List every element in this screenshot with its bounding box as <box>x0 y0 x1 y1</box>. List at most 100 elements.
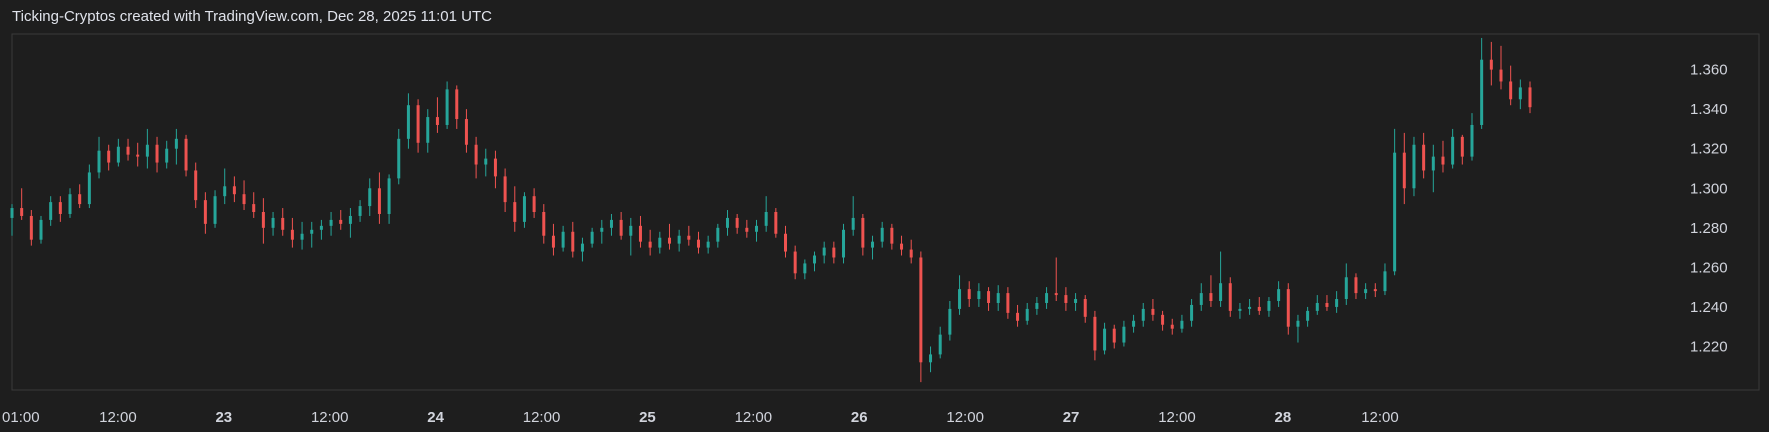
candle <box>1489 41 1493 86</box>
candle-body <box>445 89 449 125</box>
candle-body <box>377 188 381 214</box>
candle <box>725 210 729 236</box>
candle <box>58 196 62 222</box>
candle <box>406 93 410 149</box>
candle-body <box>803 263 807 274</box>
candle-body <box>919 257 923 363</box>
candle-body <box>261 212 265 228</box>
candle <box>252 192 256 218</box>
candle <box>1141 302 1145 327</box>
candle <box>1286 283 1290 335</box>
candle <box>1025 302 1029 325</box>
candle-body <box>1122 326 1126 343</box>
y-tick-label: 1.260 <box>1690 259 1728 276</box>
candle-body <box>580 243 584 252</box>
candle-body <box>948 308 952 335</box>
candle-body <box>455 89 459 120</box>
candle <box>1364 283 1368 300</box>
candle-body <box>1315 302 1319 311</box>
candle <box>648 229 652 256</box>
candle-body <box>996 293 1000 303</box>
candle <box>445 81 449 129</box>
candle-body <box>1064 295 1068 303</box>
candle <box>1180 314 1184 333</box>
candle-body <box>1141 308 1145 321</box>
candle-body <box>977 291 981 300</box>
candle <box>1054 257 1058 301</box>
x-tick-label: 28 <box>1275 409 1292 426</box>
candle-body <box>1344 277 1348 300</box>
candle <box>368 178 372 216</box>
candle <box>1151 299 1155 321</box>
candle-body <box>851 217 855 230</box>
candle-body <box>600 227 604 232</box>
price-axis[interactable]: 1.360 1.340 1.320 1.300 1.280 1.260 1.240 1.220 <box>1690 62 1728 356</box>
candle <box>754 219 758 242</box>
candle <box>1431 144 1435 193</box>
candle <box>1161 310 1165 331</box>
candle-body <box>116 146 120 163</box>
candle-body <box>880 227 884 242</box>
candle-body <box>87 172 91 205</box>
y-tick-label: 1.320 <box>1690 141 1728 158</box>
candle <box>1112 324 1116 349</box>
x-tick-label: 23 <box>215 409 232 426</box>
candle <box>126 138 130 161</box>
candle <box>571 221 575 258</box>
candle-body <box>861 217 865 248</box>
candle <box>97 136 101 179</box>
candle-body <box>561 231 565 248</box>
candle <box>203 192 207 234</box>
candle-body <box>1470 124 1474 157</box>
candle <box>929 346 933 373</box>
candle-body <box>58 202 62 214</box>
x-tick-label: 27 <box>1063 409 1080 426</box>
candle <box>561 225 565 252</box>
candle <box>397 128 401 185</box>
candle-body <box>474 144 478 165</box>
candle-body <box>716 227 720 242</box>
candle <box>107 144 111 171</box>
candle-body <box>1335 299 1339 307</box>
candle <box>822 241 826 264</box>
candle-body <box>871 241 875 248</box>
candle <box>377 172 381 224</box>
candle <box>716 223 720 248</box>
candle <box>78 184 82 209</box>
candle-body <box>20 208 24 216</box>
candle-body <box>1209 293 1213 301</box>
candle <box>803 259 807 280</box>
candle-body <box>252 204 256 212</box>
candle-body <box>929 354 933 363</box>
candle-body <box>1441 156 1445 165</box>
candle-body <box>551 235 555 248</box>
time-axis[interactable]: 01:00 12:00 23 12:00 24 12:00 25 12:00 26 12:00 27… <box>2 409 1399 426</box>
candle <box>1035 297 1039 315</box>
candle-body <box>426 117 430 143</box>
candle-body <box>416 105 420 143</box>
candle-body <box>1277 289 1281 301</box>
candle-body <box>271 217 275 228</box>
candle <box>1209 275 1213 307</box>
candle-body <box>1267 301 1271 311</box>
candle-body <box>1354 277 1358 294</box>
candle <box>600 219 604 244</box>
candle-body <box>1199 293 1203 305</box>
candle-body <box>348 215 352 224</box>
candle-body <box>174 138 178 149</box>
candle <box>987 287 991 311</box>
candle <box>958 275 962 315</box>
candle-body <box>629 225 633 236</box>
candle <box>271 212 275 236</box>
candle <box>1267 297 1271 317</box>
candle <box>49 196 53 226</box>
candle <box>996 285 1000 311</box>
candle <box>658 231 662 254</box>
candle-body <box>890 227 894 244</box>
candle-body <box>1170 324 1174 329</box>
y-tick-label: 1.280 <box>1690 220 1728 237</box>
candle <box>1383 263 1387 296</box>
candle <box>1470 113 1474 161</box>
candle-body <box>339 219 343 224</box>
